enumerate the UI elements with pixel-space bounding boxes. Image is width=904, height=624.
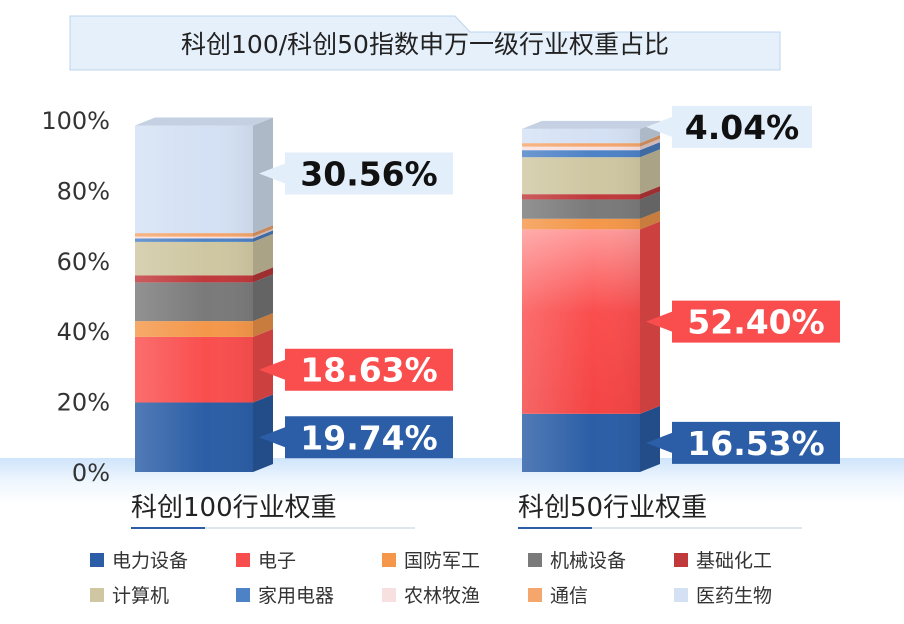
legend-item: 医药生物 xyxy=(674,585,772,607)
y-tick-label: 40% xyxy=(57,318,110,346)
callout-label: 19.74% xyxy=(300,418,437,457)
legend-item: 机械设备 xyxy=(528,550,626,572)
bars xyxy=(135,117,660,473)
title-banner: 科创100/科创50指数申万一级行业权重占比 xyxy=(69,15,781,71)
callout-2: 18.63% xyxy=(259,348,453,391)
y-tick-label: 80% xyxy=(57,177,110,205)
callouts: 30.56% 18.63% 19.74% 4.04% 52.40% 16.53% xyxy=(259,105,840,464)
y-tick-label: 100% xyxy=(41,107,110,135)
bar-side-2-9 xyxy=(640,135,660,147)
legend-swatch xyxy=(528,553,542,567)
callout-box xyxy=(646,300,840,343)
legend-swatch xyxy=(528,588,542,602)
legend-item: 电力设备 xyxy=(90,550,188,572)
bar-side-2-2 xyxy=(640,221,660,414)
legend-swatch xyxy=(90,553,104,567)
legend-swatch xyxy=(674,553,688,567)
bar-side-2-6 xyxy=(640,149,660,195)
bar-side-2-1 xyxy=(640,405,660,472)
callout-1: 30.56% xyxy=(259,152,453,195)
bar-2 xyxy=(522,120,660,473)
legend-item: 家用电器 xyxy=(236,585,334,607)
legend-item: 计算机 xyxy=(90,585,169,607)
callout-box xyxy=(259,416,453,459)
legend-label: 电子 xyxy=(258,550,296,572)
legend-swatch xyxy=(236,588,250,602)
bar-side-1-1 xyxy=(253,394,273,472)
callout-box xyxy=(646,105,812,148)
callout-box xyxy=(259,348,453,391)
legend-label: 通信 xyxy=(550,585,588,607)
category-labels: 科创100行业权重 科创50行业权重 xyxy=(131,493,802,529)
legend-item: 电子 xyxy=(236,550,296,572)
legend-label: 家用电器 xyxy=(258,585,334,607)
legend-swatch xyxy=(90,588,104,602)
callout-6: 16.53% xyxy=(646,421,840,464)
legend-label: 农林牧渔 xyxy=(404,585,480,607)
bar-side-1-3 xyxy=(253,313,273,337)
legend-swatch xyxy=(382,588,396,602)
legend-label: 基础化工 xyxy=(696,550,772,572)
callout-5: 52.40% xyxy=(646,300,840,343)
category-label-2: 科创50行业权重 xyxy=(518,493,707,523)
title-banner-shape xyxy=(69,15,781,71)
legend-swatch xyxy=(674,588,688,602)
bar-side-1-4 xyxy=(253,274,273,322)
legend-label: 机械设备 xyxy=(550,550,626,572)
category-label-1: 科创100行业权重 xyxy=(131,493,337,523)
bar-sheen-1 xyxy=(135,125,253,472)
callout-4: 4.04% xyxy=(646,105,812,148)
bar-side-1-6 xyxy=(253,233,273,276)
bar-side-1-10 xyxy=(253,117,273,234)
bar-sheen-2 xyxy=(522,128,640,473)
legend-swatch xyxy=(236,553,250,567)
bar-side-2-5 xyxy=(640,186,660,200)
bar-top-1 xyxy=(135,117,273,126)
callout-label: 4.04% xyxy=(685,108,800,147)
bar-side-1-8 xyxy=(253,228,273,239)
y-tick-label: 60% xyxy=(57,248,110,276)
bar-side-1-2 xyxy=(253,328,273,403)
bar-side-1-7 xyxy=(253,230,273,242)
legend-item: 农林牧渔 xyxy=(382,585,480,607)
legend-item: 国防军工 xyxy=(382,550,480,572)
bar-1 xyxy=(135,117,273,472)
legend-swatch xyxy=(382,553,396,567)
bar-side-2-3 xyxy=(640,210,660,230)
bar-top-2 xyxy=(522,120,660,129)
legend-item: 通信 xyxy=(528,585,588,607)
bar-side-1-9 xyxy=(253,225,273,237)
callout-label: 16.53% xyxy=(687,424,824,463)
y-tick-label: 20% xyxy=(57,389,110,417)
bar-side-2-4 xyxy=(640,191,660,219)
callout-box xyxy=(259,152,453,195)
legend-label: 计算机 xyxy=(112,585,169,607)
callout-label: 18.63% xyxy=(300,351,437,390)
callout-3: 19.74% xyxy=(259,416,453,459)
bar-side-1-5 xyxy=(253,267,273,283)
callout-label: 52.40% xyxy=(687,303,824,342)
legend-label: 电力设备 xyxy=(112,550,188,572)
legend-label: 医药生物 xyxy=(696,585,772,607)
legend-item: 基础化工 xyxy=(674,550,772,572)
callout-box xyxy=(646,421,840,464)
bar-side-2-7 xyxy=(640,142,660,158)
y-axis: 0% 20% 40% 60% 80% 100% xyxy=(41,107,110,487)
chart-title: 科创100/科创50指数申万一级行业权重占比 xyxy=(181,30,669,59)
bar-side-2-8 xyxy=(640,138,660,151)
legend-label: 国防军工 xyxy=(404,550,480,572)
callout-label: 30.56% xyxy=(300,155,437,194)
y-tick-label: 0% xyxy=(72,459,110,487)
